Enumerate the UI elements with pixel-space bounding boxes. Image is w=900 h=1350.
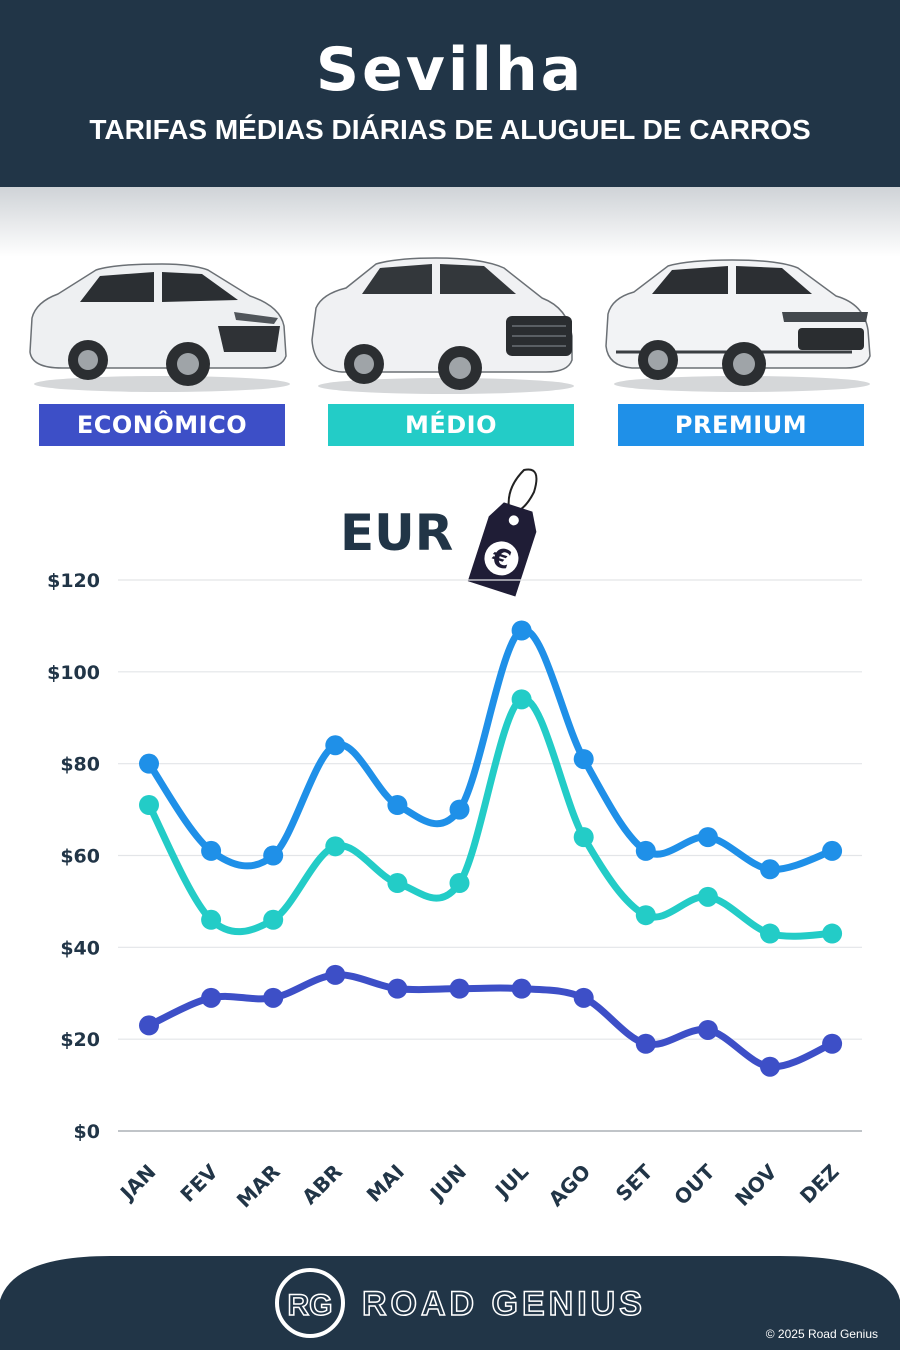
- data-point: [325, 836, 346, 857]
- y-tick-label: $120: [47, 570, 100, 592]
- y-axis: $0 $20 $40 $60 $80 $100 $120: [47, 570, 100, 1143]
- series-1: [139, 689, 843, 944]
- category-economy-badge: ECONÔMICO: [39, 404, 285, 446]
- series-line: [145, 971, 836, 1071]
- x-tick-label: DEZ: [795, 1160, 844, 1209]
- data-point: [697, 827, 718, 848]
- y-tick-label: $60: [60, 846, 100, 868]
- data-point: [822, 840, 843, 861]
- data-point: [263, 909, 284, 930]
- data-point: [822, 1033, 843, 1054]
- x-tick-label: SET: [611, 1159, 658, 1206]
- data-point: [511, 620, 532, 641]
- road-genius-logo-icon: [275, 1268, 345, 1338]
- x-tick-label: MAI: [362, 1160, 409, 1207]
- x-tick-label: AGO: [544, 1160, 596, 1210]
- economy-car-image: [29, 263, 290, 392]
- x-tick-label: ABR: [297, 1160, 347, 1210]
- data-point: [201, 840, 222, 861]
- x-tick-label: NOV: [730, 1159, 782, 1210]
- brand-name: ROAD GENIUS: [361, 1284, 646, 1324]
- euro-price-tag-icon: €: [467, 468, 538, 597]
- data-point: [449, 978, 470, 999]
- data-point: [139, 753, 159, 774]
- data-point: [822, 923, 843, 944]
- x-tick-label: OUT: [669, 1159, 719, 1209]
- x-tick-label: FEV: [175, 1159, 223, 1207]
- data-point: [573, 749, 594, 770]
- series-0: [139, 964, 843, 1077]
- data-point: [387, 873, 408, 894]
- data-point: [573, 987, 594, 1008]
- midsize-suv-image: [311, 257, 574, 394]
- series-line: [145, 626, 836, 873]
- category-midsize-badge: MÉDIO: [328, 404, 574, 446]
- data-point: [635, 1033, 656, 1054]
- y-tick-label: $0: [74, 1121, 100, 1143]
- data-point: [325, 964, 346, 985]
- data-point: [325, 735, 346, 756]
- data-point: [635, 840, 656, 861]
- data-point: [139, 794, 159, 815]
- y-tick-label: $20: [60, 1029, 100, 1051]
- series-line: [145, 695, 836, 940]
- data-point: [635, 905, 656, 926]
- copyright-text: © 2025 Road Genius: [765, 1327, 878, 1341]
- rental-rates-line-chart: $0 $20 $40 $60 $80 $100 $120 JAN FEV MAR ABR MAI JU…: [47, 570, 862, 1210]
- data-point: [760, 923, 780, 944]
- data-point: [263, 987, 284, 1008]
- data-point: [201, 987, 222, 1008]
- page-title: Sevilha: [315, 35, 585, 105]
- data-point: [387, 794, 408, 815]
- data-point: [201, 909, 222, 930]
- currency-label: EUR: [340, 504, 454, 562]
- premium-suv-image: [605, 259, 871, 392]
- category-premium-badge: PREMIUM: [618, 404, 864, 446]
- page-subtitle: TARIFAS MÉDIAS DIÁRIAS DE ALUGUEL DE CAR…: [89, 114, 811, 145]
- x-tick-label: JUL: [489, 1159, 533, 1203]
- y-tick-label: $80: [60, 754, 100, 776]
- data-point: [697, 886, 718, 907]
- data-point: [139, 1015, 159, 1036]
- data-point: [449, 873, 470, 894]
- x-tick-label: JUN: [424, 1160, 471, 1207]
- chart-gridlines: [118, 579, 862, 1132]
- data-point: [760, 859, 780, 880]
- data-point: [760, 1056, 780, 1077]
- data-point: [449, 799, 470, 820]
- chart-series: [139, 620, 843, 1077]
- data-point: [573, 827, 594, 848]
- logo-initials: RG: [288, 1289, 333, 1322]
- x-tick-label: MAR: [232, 1160, 285, 1210]
- header-shadow: [0, 187, 900, 257]
- data-point: [263, 845, 284, 866]
- data-point: [697, 1019, 718, 1040]
- data-point: [387, 978, 408, 999]
- series-2: [139, 620, 843, 880]
- y-tick-label: $100: [47, 662, 100, 684]
- data-point: [511, 689, 532, 710]
- data-point: [511, 978, 532, 999]
- header-banner: Sevilha TARIFAS MÉDIAS DIÁRIAS DE ALUGUE…: [0, 0, 900, 187]
- footer-banner: RG: [0, 1256, 900, 1350]
- x-tick-label: JAN: [114, 1160, 160, 1206]
- y-tick-label: $40: [60, 937, 100, 959]
- x-axis: JAN FEV MAR ABR MAI JUN JUL AGO SET OUT NOV DEZ: [114, 1159, 844, 1210]
